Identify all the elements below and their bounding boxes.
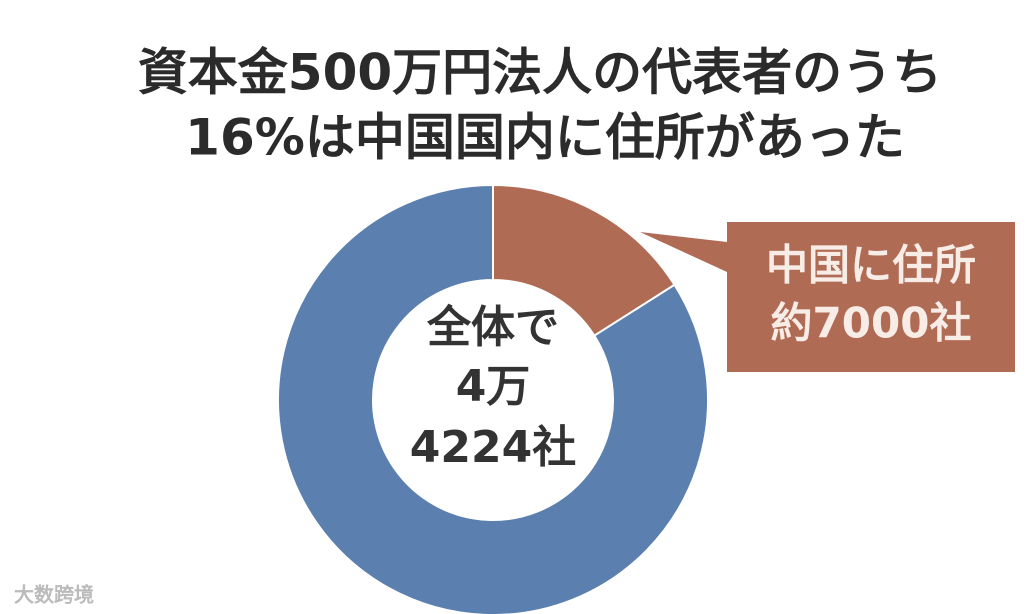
- center-label: 4万: [456, 361, 531, 412]
- slice: [277, 183, 709, 614]
- chart-title: 資本金500万円法人の代表者のうち: [138, 44, 942, 102]
- center-label: 4224社: [410, 422, 576, 473]
- callout-box: [640, 222, 1015, 372]
- callout: 中国に住所 約7000社: [640, 222, 1015, 372]
- callout-text: 中国に住所: [766, 241, 976, 290]
- center-label: 全体で: [426, 302, 559, 353]
- chart-title: 16%は中国国内に住所があった: [185, 109, 905, 167]
- callout-text: 約7000社: [771, 299, 972, 348]
- donut: [277, 183, 709, 614]
- watermark: 大数跨境: [14, 583, 94, 607]
